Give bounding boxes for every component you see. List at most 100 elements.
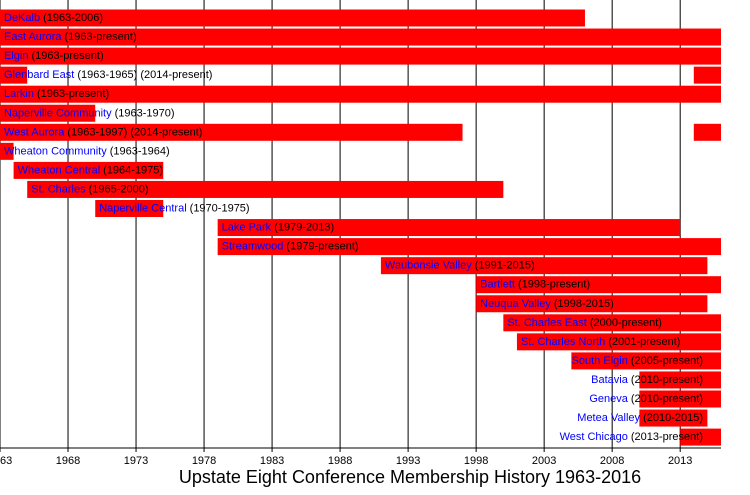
bar (0, 123, 463, 141)
member-period: (1970-1975) (190, 202, 250, 214)
bar (0, 66, 28, 84)
member-name[interactable]: Glenbard East (4, 69, 74, 81)
x-tick-label: 1973 (124, 455, 148, 467)
x-tick-label: 1998 (464, 455, 488, 467)
member-period: (2001-present) (608, 336, 680, 348)
x-tick-label: 2013 (668, 455, 692, 467)
member-name[interactable]: St. Charles North (521, 336, 605, 348)
member-period: (1965-2000) (89, 183, 149, 195)
member-name[interactable]: Naperville Central (99, 202, 186, 214)
row-label: DeKalb (1963-2006) (4, 12, 103, 24)
x-tick-label: 1963 (0, 455, 12, 467)
row-label: Naperville Community (1963-1970) (4, 107, 175, 119)
bars (0, 9, 721, 446)
labels: DeKalb (1963-2006)East Aurora (1963-presen… (4, 12, 703, 443)
member-name[interactable]: Geneva (589, 393, 628, 405)
member-period: (2010-2015) (643, 412, 703, 424)
row-label: Geneva (2010-present) (589, 393, 703, 405)
member-name[interactable]: Waubonsie Valley (385, 260, 472, 272)
row-label: Streamwood (1979-present) (222, 241, 359, 253)
row-label: Larkin (1963-present) (4, 88, 109, 100)
member-name[interactable]: Bartlett (480, 279, 515, 291)
bar (95, 200, 164, 217)
member-name[interactable]: Lake Park (222, 221, 272, 233)
member-period: (2005-present) (631, 355, 703, 367)
member-period: (1979-present) (286, 241, 358, 253)
bar (0, 47, 721, 65)
row-label: Neuqua Valley (1998-2015) (480, 298, 614, 310)
member-name[interactable]: Wheaton Central (18, 164, 101, 176)
bar (217, 238, 721, 256)
row-label: Lake Park (1979-2013) (222, 221, 334, 233)
bar (27, 180, 504, 198)
member-period: (1991-2015) (475, 260, 535, 272)
member-period: (1964-1975) (103, 164, 163, 176)
row-label: Waubonsie Valley (1991-2015) (385, 260, 535, 272)
row-label: South Elgin (2005-present) (572, 355, 703, 367)
bar (0, 28, 721, 46)
bar (0, 9, 585, 27)
row-label: St. Charles (1965-2000) (31, 183, 148, 195)
member-name[interactable]: West Chicago (560, 431, 628, 443)
member-name[interactable]: South Elgin (572, 355, 628, 367)
member-period: (1963-present) (31, 50, 103, 62)
x-tick-label: 1983 (260, 455, 284, 467)
row-label: East Aurora (1963-present) (4, 31, 137, 43)
member-period: (1963-2006) (43, 12, 103, 24)
row-label: St. Charles East (2000-present) (507, 317, 662, 329)
x-tick-label: 1993 (396, 455, 420, 467)
bar (0, 104, 96, 122)
member-name[interactable]: Larkin (4, 88, 34, 100)
member-name[interactable]: St. Charles East (507, 317, 586, 329)
row-label: West Aurora (1963-1997) (2014-present) (4, 126, 202, 138)
member-period: (1963-1970) (115, 107, 175, 119)
member-period: (1963-1965) (2014-present) (77, 69, 212, 81)
x-tick-label: 1968 (56, 455, 80, 467)
bar (13, 161, 164, 179)
row-label: Batavia (2010-present) (591, 374, 703, 386)
bar (476, 276, 721, 294)
bar (516, 333, 721, 351)
member-name[interactable]: East Aurora (4, 31, 62, 43)
row-label: Metea Valley (2010-2015) (577, 412, 703, 424)
bar (380, 257, 708, 275)
member-period: (1998-2015) (554, 298, 614, 310)
member-period: (2010-present) (631, 393, 703, 405)
bar (503, 314, 721, 332)
member-name[interactable]: Naperville Community (4, 107, 112, 119)
member-name[interactable]: Elgin (4, 50, 28, 62)
member-name[interactable]: St. Charles (31, 183, 86, 195)
member-name[interactable]: Wheaton Community (4, 145, 107, 157)
row-label: Elgin (1963-present) (4, 50, 104, 62)
member-period: (2013-present) (631, 431, 703, 443)
bar (693, 66, 721, 84)
member-name[interactable]: Streamwood (222, 241, 284, 253)
member-period: (1963-present) (64, 31, 136, 43)
member-period: (2000-present) (590, 317, 662, 329)
x-tick-label: 1978 (192, 455, 216, 467)
row-label: Glenbard East (1963-1965) (2014-present) (4, 69, 212, 81)
bar (693, 123, 721, 141)
row-label: Wheaton Community (1963-1964) (4, 145, 170, 157)
bar (217, 219, 681, 237)
chart-title: Upstate Eight Conference Membership Hist… (179, 467, 641, 487)
bar (0, 142, 14, 160)
member-name[interactable]: Batavia (591, 374, 629, 386)
member-name[interactable]: Neuqua Valley (480, 298, 551, 310)
member-name[interactable]: Metea Valley (577, 412, 640, 424)
bar (639, 409, 708, 427)
row-label: Wheaton Central (1964-1975) (18, 164, 163, 176)
member-period: (1979-2013) (274, 221, 334, 233)
row-label: West Chicago (2013-present) (560, 431, 703, 443)
bar (639, 390, 721, 408)
member-period: (1998-present) (518, 279, 590, 291)
row-label: Naperville Central (1970-1975) (99, 202, 249, 214)
member-period: (1963-1964) (110, 145, 170, 157)
member-name[interactable]: West Aurora (4, 126, 65, 138)
bar (639, 371, 721, 389)
member-period: (2010-present) (631, 374, 703, 386)
member-name[interactable]: DeKalb (4, 12, 40, 24)
row-label: Bartlett (1998-present) (480, 279, 590, 291)
row-label: St. Charles North (2001-present) (521, 336, 681, 348)
